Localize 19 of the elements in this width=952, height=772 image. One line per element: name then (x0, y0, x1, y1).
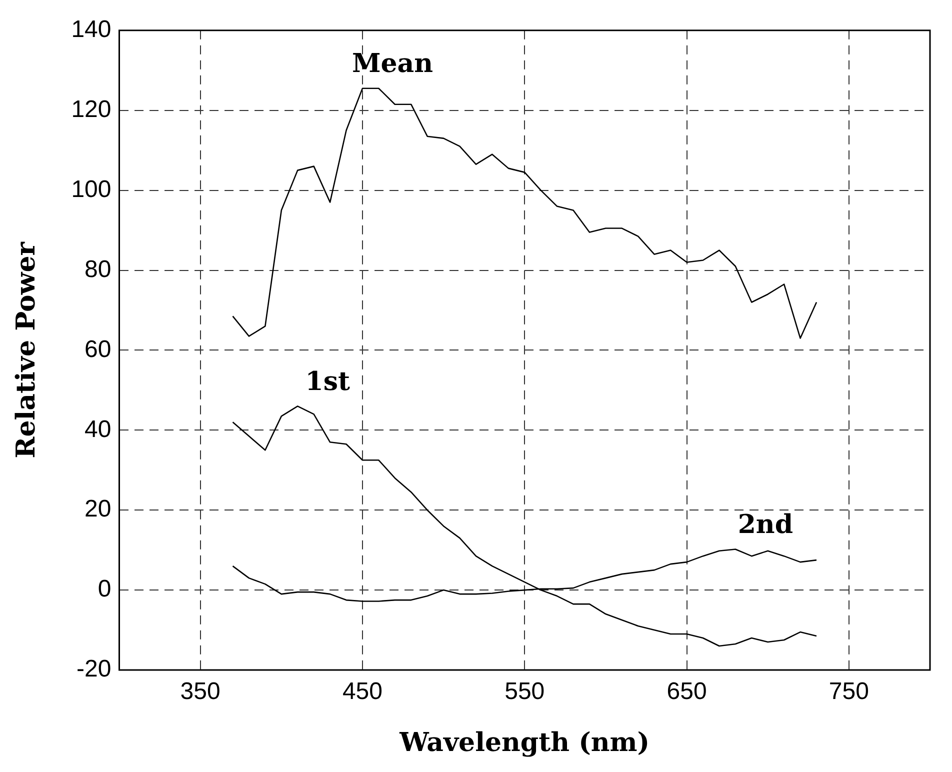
x-tick-label: 350 (180, 678, 220, 706)
y-tick-label: 80 (84, 256, 112, 283)
y-tick-label: 140 (71, 16, 112, 44)
x-axis-title: Wavelength (nm) (398, 728, 650, 758)
x-tick-label: 750 (828, 678, 869, 706)
series-label: 1st (305, 366, 350, 397)
y-tick-label: -20 (76, 656, 112, 683)
y-tick-label: 100 (71, 176, 112, 203)
y-tick-label: 20 (84, 496, 112, 523)
y-axis-title: Relative Power (11, 242, 42, 458)
x-tick-label: 550 (504, 678, 545, 706)
y-tick-label: 60 (84, 336, 112, 363)
x-tick-label: 650 (666, 678, 707, 706)
series-label: 2nd (738, 510, 794, 540)
x-tick-label: 450 (342, 678, 382, 706)
series-label: Mean (352, 49, 434, 80)
y-tick-label: 0 (98, 576, 112, 603)
y-tick-label: 40 (84, 416, 112, 443)
y-tick-label: 120 (71, 96, 112, 123)
